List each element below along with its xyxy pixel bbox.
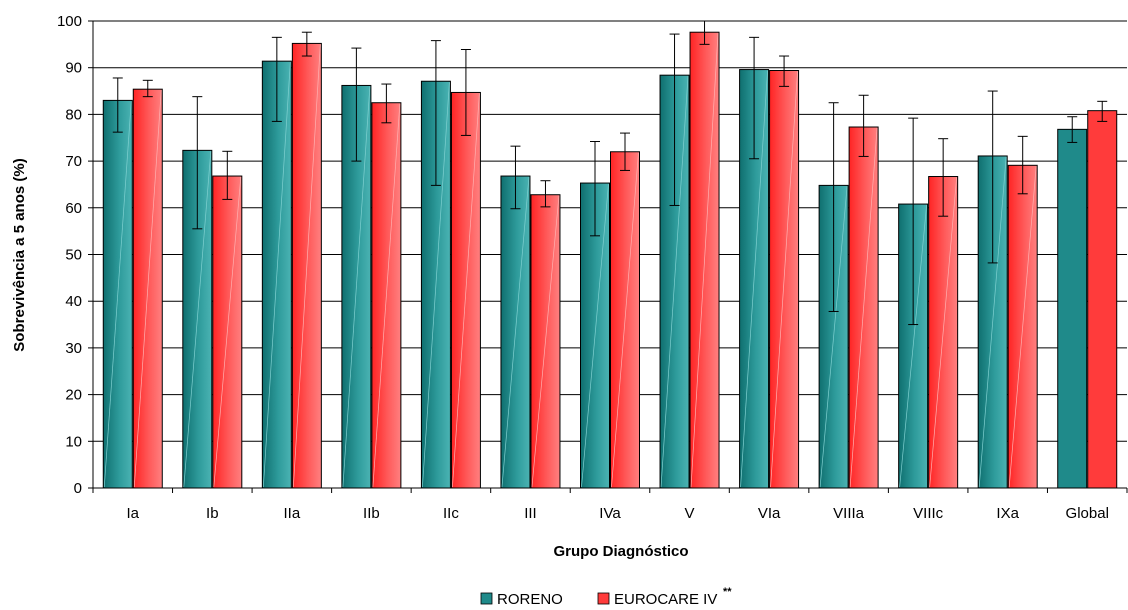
y-tick-label: 30	[65, 340, 82, 357]
errorbar-roreno-iia	[271, 36, 282, 122]
errorbar-eurocare-ia	[142, 79, 153, 98]
x-tick-label: IIc	[443, 505, 459, 522]
x-tick-label: IIb	[363, 505, 380, 522]
bar-sheen	[929, 177, 958, 488]
axes	[88, 20, 1128, 493]
y-tick-labels: 0 10 20 30 40 50 60 70 80 90 100	[57, 13, 82, 497]
errorbar-eurocare-iic	[460, 48, 471, 136]
errorbar-eurocare-viiia	[858, 94, 869, 157]
error-bars	[112, 20, 1108, 326]
errorbar-roreno-ia	[112, 77, 123, 133]
errorbar-roreno-iic	[430, 40, 441, 186]
bar-sheen	[581, 184, 609, 488]
errorbar-eurocare-ixa	[1017, 135, 1028, 195]
errorbar-eurocare-v	[699, 20, 710, 45]
legend-swatch-roreno	[480, 592, 493, 605]
bar-sheen	[452, 93, 480, 488]
bar-sheen	[531, 195, 560, 488]
bar-sheen	[978, 156, 1007, 488]
errorbar-roreno-via	[749, 36, 760, 160]
bars	[102, 31, 1118, 489]
errorbar-roreno-viiia	[828, 102, 839, 312]
x-axis-title: Grupo Diagnóstico	[554, 543, 689, 560]
legend-label-eurocare: EUROCARE IV	[614, 591, 717, 608]
errorbar-eurocare-iva	[620, 132, 630, 171]
bar-sheen	[899, 205, 928, 488]
x-tick-label: IXa	[996, 505, 1019, 522]
bar-sheen	[690, 33, 719, 488]
y-tick-label: 50	[65, 247, 82, 264]
bar-sheen	[292, 44, 321, 488]
bar-sheen	[660, 76, 689, 488]
errorbar-roreno-iib	[351, 47, 362, 162]
y-tick-label: 80	[65, 106, 82, 123]
bar-eurocare-global	[1087, 110, 1118, 489]
errorbar-roreno-ixa	[987, 90, 998, 264]
bar-sheen	[819, 186, 848, 488]
bar-sheen	[849, 127, 878, 488]
y-tick-label: 60	[65, 200, 82, 217]
bar-roreno-global	[1057, 128, 1088, 489]
y-tick-label: 40	[65, 293, 82, 310]
x-tick-label: IVa	[599, 505, 621, 522]
legend-swatch-eurocare	[597, 592, 610, 605]
y-axis-title: Sobrevivência a 5 anos (%)	[11, 158, 28, 351]
x-tick-label: VIIIc	[913, 505, 944, 522]
legend-label-roreno: RORENO	[497, 591, 563, 608]
errorbar-eurocare-viiic	[938, 138, 949, 217]
errorbar-eurocare-iii	[540, 180, 551, 208]
errorbar-roreno-iii	[510, 145, 521, 210]
bar-sheen	[262, 62, 291, 488]
y-tick-label: 100	[57, 13, 82, 30]
legend: RORENO EUROCARE IV **	[480, 586, 732, 608]
legend-label-eurocare-superscript: **	[723, 586, 732, 598]
x-tick-label: III	[524, 505, 537, 522]
errorbar-roreno-ib	[192, 96, 203, 230]
bar-sheen	[770, 71, 798, 488]
x-tick-label: IIa	[284, 505, 301, 522]
y-tick-label: 20	[65, 387, 82, 404]
y-tick-label: 70	[65, 153, 82, 170]
bar-sheen	[103, 101, 132, 488]
x-tick-label: Ib	[206, 505, 219, 522]
bar-sheen	[342, 86, 371, 488]
bar-sheen	[422, 82, 450, 488]
x-tick-label: V	[685, 505, 695, 522]
bar-sheen	[740, 70, 768, 488]
y-tick-label: 0	[74, 480, 82, 497]
errorbar-eurocare-ib	[222, 150, 233, 200]
bar-sheen	[133, 90, 162, 488]
errorbar-roreno-viiic	[908, 117, 919, 326]
errorbar-roreno-global	[1067, 116, 1078, 143]
errorbar-eurocare-via	[779, 55, 790, 87]
errorbar-roreno-v	[669, 33, 680, 206]
x-tick-labels: Ia Ib IIa IIb IIc III IVa V VIa VIIIa VIIIc IXa Glob…	[127, 505, 1109, 522]
errorbar-roreno-iva	[590, 140, 600, 237]
bar-sheen	[372, 103, 401, 488]
bar-eurocare-iib	[371, 102, 402, 489]
y-tick-label: 90	[65, 60, 82, 77]
bar-sheen	[183, 151, 212, 488]
x-tick-label: VIIIa	[833, 505, 865, 522]
x-tick-label: Ia	[127, 505, 140, 522]
bar-sheen	[213, 177, 242, 488]
y-tick-label: 10	[65, 433, 82, 450]
errorbar-eurocare-iia	[301, 31, 312, 57]
x-tick-label: VIa	[758, 505, 781, 522]
bar-sheen	[1008, 166, 1037, 488]
errorbar-eurocare-global	[1097, 100, 1108, 122]
bar-sheen	[501, 177, 530, 488]
errorbar-eurocare-iib	[381, 83, 392, 124]
bar-sheen	[611, 152, 639, 488]
x-tick-label: Global	[1066, 505, 1109, 522]
